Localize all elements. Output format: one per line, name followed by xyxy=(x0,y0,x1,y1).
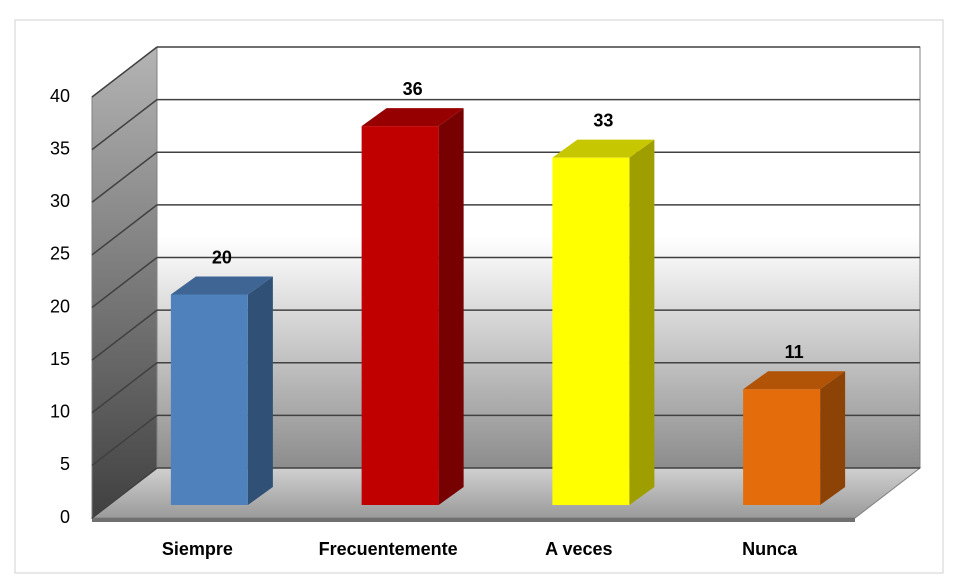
data-label: 20 xyxy=(212,247,232,267)
bar-side xyxy=(247,276,273,505)
y-tick-label: 40 xyxy=(50,86,70,106)
bar xyxy=(170,294,248,505)
grid-line xyxy=(91,362,158,414)
grid-line xyxy=(91,151,158,203)
x-tick-label: A veces xyxy=(545,539,612,559)
y-tick-label: 5 xyxy=(60,454,70,474)
bar-side xyxy=(820,371,846,505)
data-label: 36 xyxy=(403,79,423,99)
x-tick-label: Nunca xyxy=(742,539,798,559)
data-label: 11 xyxy=(785,342,804,362)
grid-line xyxy=(91,204,158,256)
bar-side xyxy=(438,108,464,505)
y-tick-label: 30 xyxy=(50,191,70,211)
grid-line xyxy=(91,309,158,361)
y-tick-label: 20 xyxy=(50,296,70,316)
y-tick-label: 15 xyxy=(50,349,70,369)
bar-top xyxy=(170,276,273,295)
y-tick-label: 10 xyxy=(50,402,70,422)
bar xyxy=(361,126,439,505)
frame xyxy=(14,19,944,574)
data-label: 33 xyxy=(593,110,613,130)
bar-top xyxy=(361,108,464,127)
grid-line xyxy=(91,414,158,466)
bar xyxy=(552,157,630,506)
grid-line xyxy=(91,99,158,151)
x-tick-label: Siempre xyxy=(162,539,233,559)
y-tick-label: 25 xyxy=(50,244,70,264)
bar xyxy=(743,389,821,505)
bar-top xyxy=(552,139,655,158)
y-tick-label: 0 xyxy=(60,507,70,527)
grid-line xyxy=(91,46,158,98)
grid-line xyxy=(91,467,158,519)
x-tick-label: Frecuentemente xyxy=(319,539,458,559)
grid-line xyxy=(91,256,158,309)
bar-top xyxy=(743,371,846,390)
bar-side xyxy=(629,139,655,506)
y-tick-label: 35 xyxy=(50,138,70,158)
floor-edge xyxy=(92,518,855,522)
